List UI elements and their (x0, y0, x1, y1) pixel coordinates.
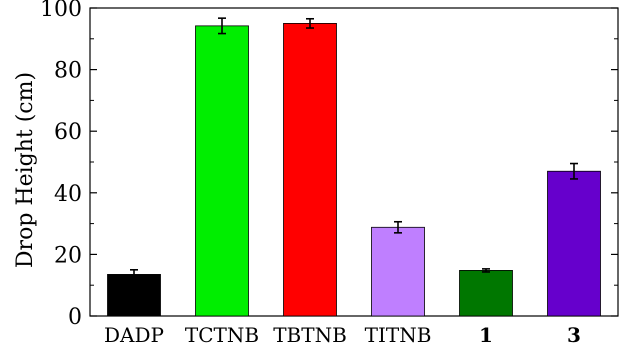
x-tick-label-1: 1 (479, 323, 493, 347)
x-tick-label-tbtnb: TBTNB (273, 323, 347, 347)
y-axis-title: Drop Height (cm) (13, 72, 38, 268)
error-bar-tctnb (218, 17, 226, 35)
bar-tctnb (195, 25, 249, 317)
bar-3 (547, 170, 601, 317)
error-bar-3 (570, 162, 578, 180)
error-bar-tbtnb (306, 17, 314, 29)
bar-dadp (107, 274, 161, 317)
bar-titnb (371, 226, 425, 317)
x-tick-label-titnb: TITNB (365, 323, 432, 347)
y-tick-label: 100 (40, 0, 82, 22)
bar-1 (459, 270, 513, 317)
x-tick-label-dadp: DADP (104, 323, 164, 347)
y-tick-label: 0 (68, 305, 82, 330)
error-bar-1 (482, 268, 490, 273)
plot-frame (89, 7, 619, 317)
x-tick-label-tctnb: TCTNB (185, 323, 259, 347)
error-bar-dadp (130, 268, 138, 280)
bars (107, 22, 601, 317)
y-axis: 0 20 40 60 80 100 (40, 0, 618, 330)
y-tick-label: 60 (54, 120, 82, 145)
error-bars (130, 17, 578, 280)
x-tick-label-3: 3 (567, 323, 581, 347)
error-bar-titnb (394, 220, 402, 234)
bar-tbtnb (283, 22, 337, 317)
y-tick-label: 40 (54, 182, 82, 207)
plot-border (89, 7, 619, 317)
x-axis: DADP TCTNB TBTNB TITNB 1 3 (104, 323, 581, 347)
y-tick-label: 20 (54, 243, 82, 268)
y-tick-label: 80 (54, 59, 82, 84)
